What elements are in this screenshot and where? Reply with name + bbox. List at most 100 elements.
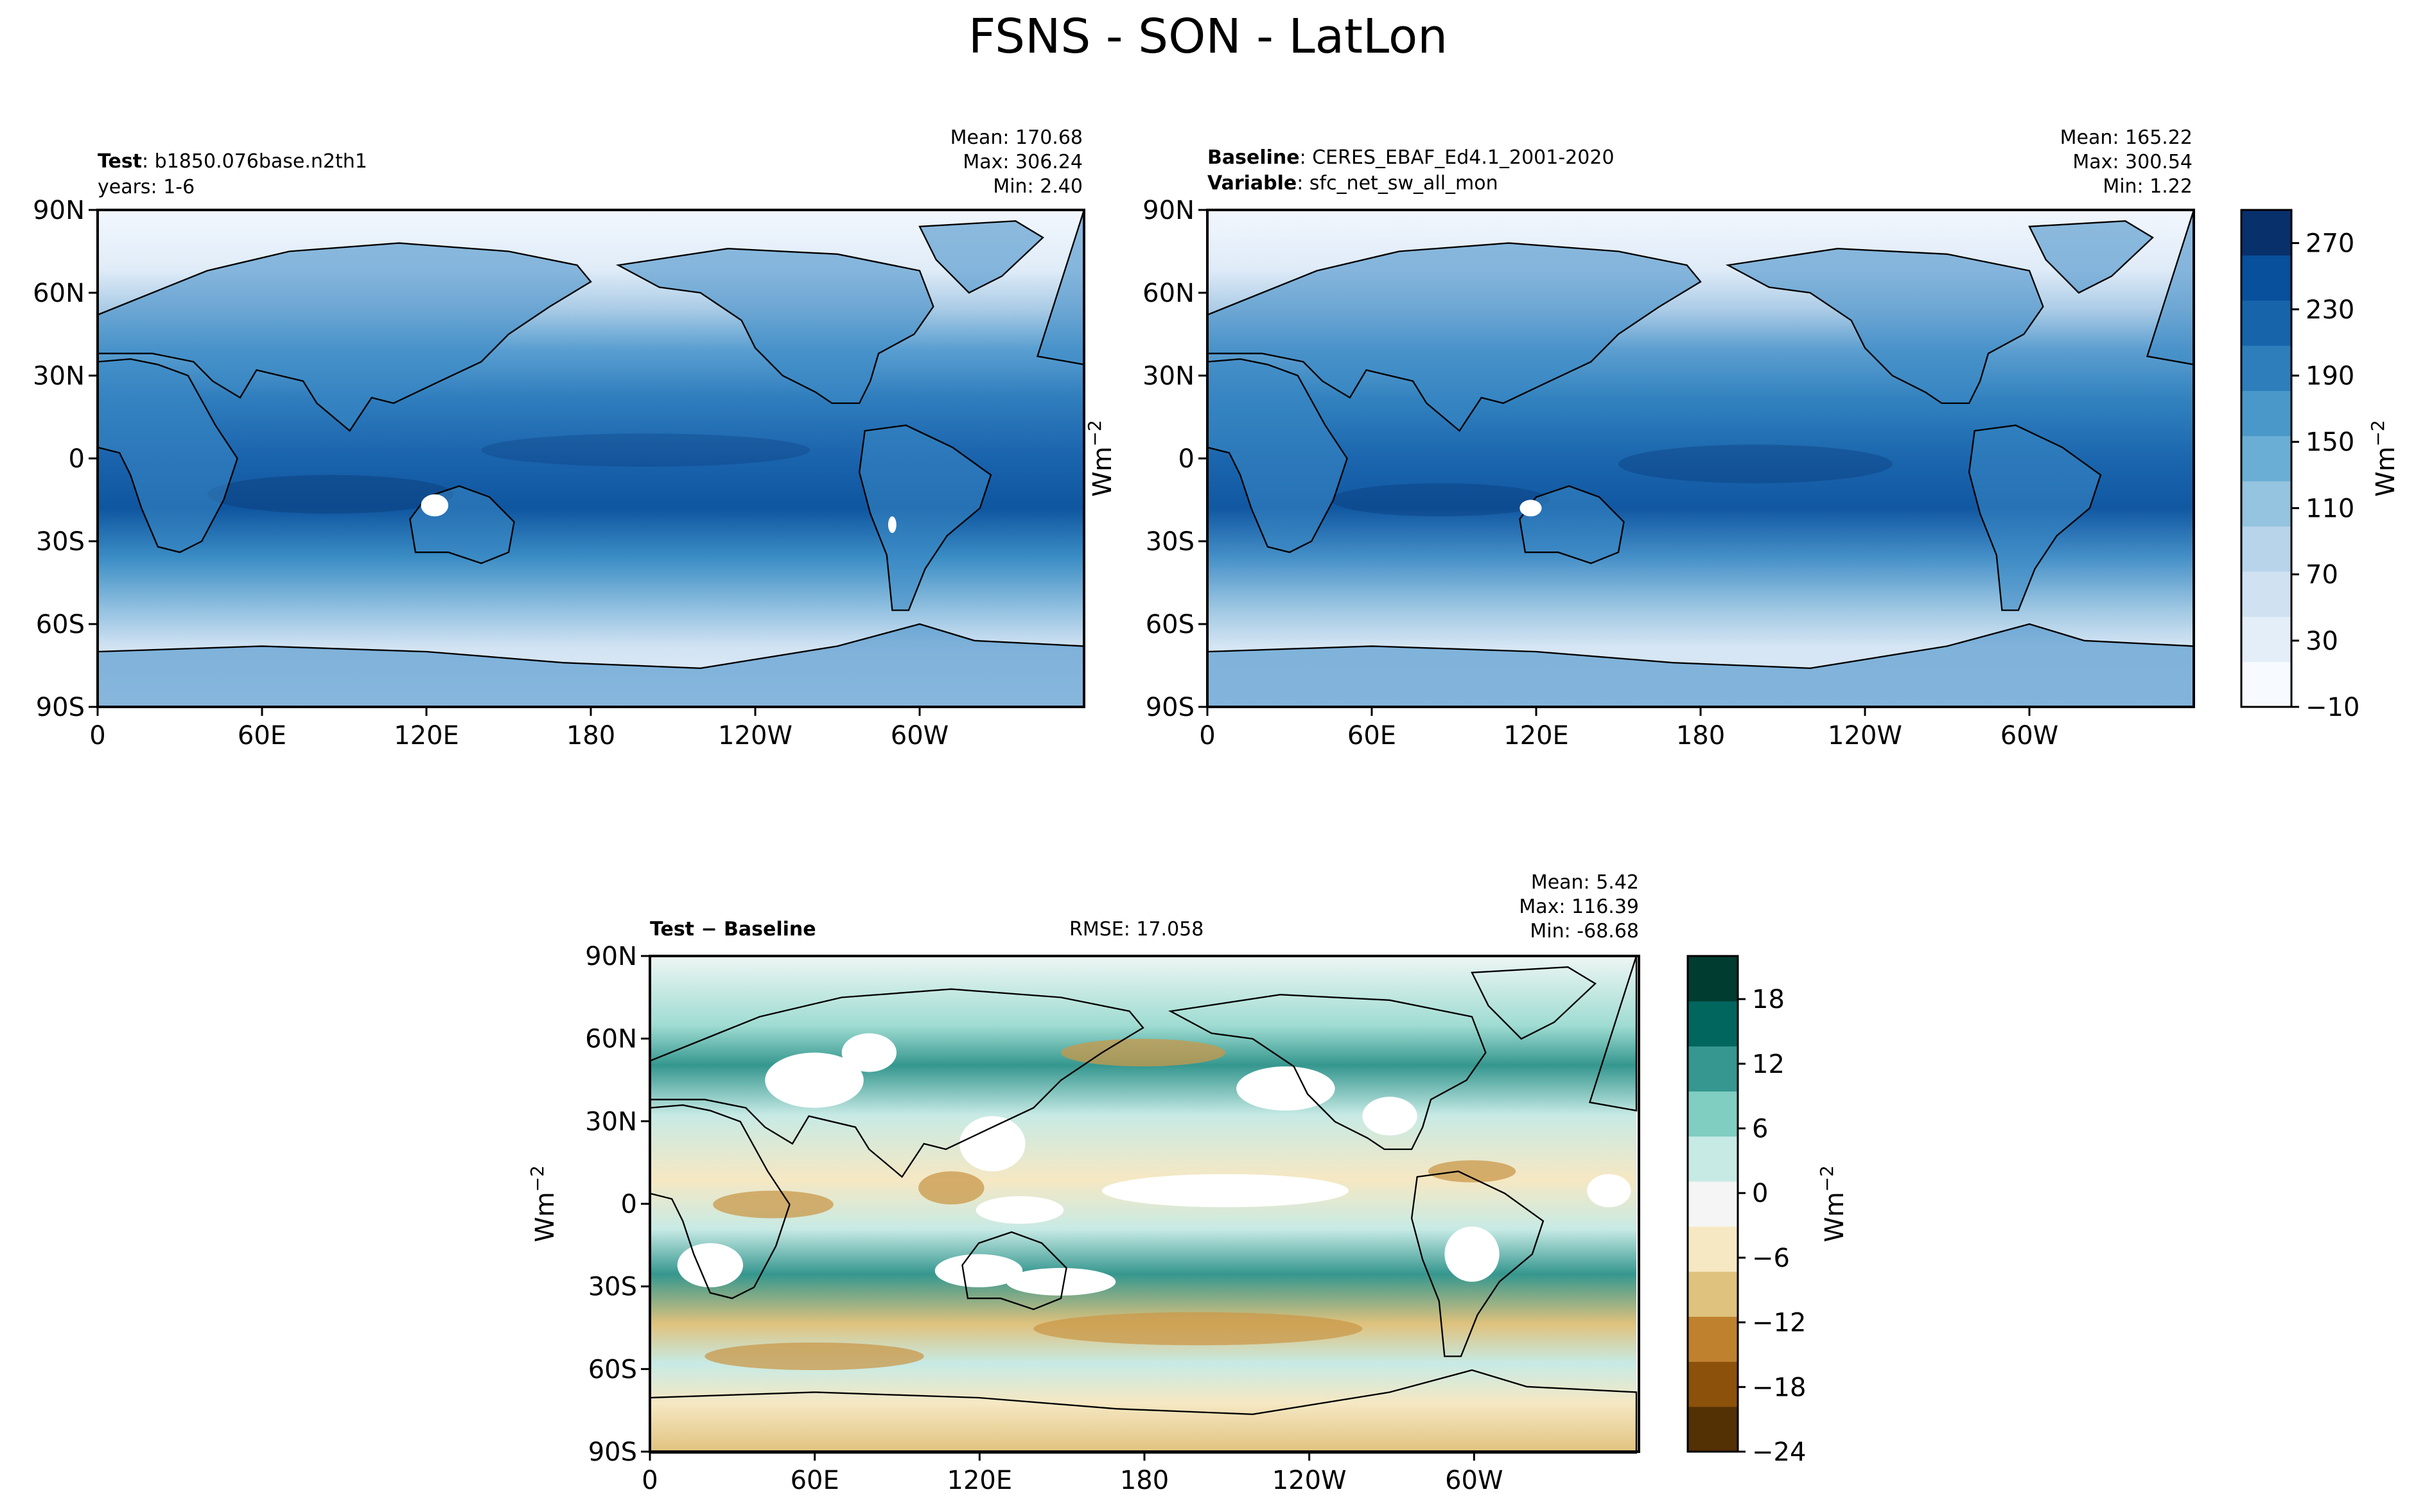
top-colorbar-segment [2241, 435, 2291, 482]
top-colorbar-tick-label: 110 [2306, 494, 2354, 523]
baseline-min: Min: 1.22 [2103, 175, 2193, 198]
top-colorbar-segment [2241, 481, 2291, 527]
diff-lon-tick-label: 0 [642, 1466, 658, 1495]
top-colorbar-segment [2241, 661, 2291, 708]
top-colorbar-tick-label: 230 [2306, 295, 2354, 325]
top-colorbar-tick-label: 270 [2306, 229, 2354, 259]
test-lat-tick-label: 0 [69, 444, 85, 474]
diff-min: Min: -68.68 [1530, 920, 1639, 943]
diff-stats: Mean: 5.42 Max: 116.39 Min: -68.68 [1519, 871, 1639, 944]
diff-colorbar-segment [1688, 1316, 1738, 1362]
test-label: : b1850.076base.n2th1 [142, 150, 367, 173]
baseline-lon-tick-label: 120W [1828, 721, 1902, 751]
top-colorbar-tick-label: 70 [2306, 560, 2338, 590]
baseline-lat-tick-label: 90S [1146, 693, 1195, 722]
top-colorbar-segment [2241, 616, 2291, 663]
baseline-mean: Mean: 165.22 [2060, 126, 2193, 149]
diff-lat-tick-label: 60S [588, 1355, 637, 1384]
diff-colorbar-segment [1688, 956, 1738, 1002]
diff-lat-tick-label: 30N [585, 1107, 637, 1136]
test-lat-tick-label: 60N [33, 279, 85, 308]
baseline-lat-tick-label: 30N [1142, 361, 1195, 391]
diff-colorbar-segment [1688, 1181, 1738, 1227]
test-panel [98, 210, 1084, 707]
diff-lon-tick-label: 60E [791, 1466, 839, 1495]
test-years: years: 1-6 [98, 176, 195, 198]
diff-rmse: RMSE: 17.058 [1069, 918, 1204, 941]
baseline-label: : CERES_EBAF_Ed4.1_2001-2020 [1299, 146, 1615, 169]
diff-header: Test − Baseline [650, 917, 816, 943]
diff-colorbar-tick-label: 0 [1752, 1179, 1768, 1208]
top-colorbar-tick-label: 190 [2306, 361, 2354, 391]
test-lat-tick-label: 30S [36, 527, 85, 557]
baseline-lon-tick-label: 60E [1347, 721, 1396, 751]
diff-lon-tick-label: 60W [1445, 1466, 1503, 1495]
test-max: Max: 306.24 [963, 151, 1083, 173]
top-colorbar-tick-label: 30 [2306, 627, 2338, 656]
diff-colorbar-segment [1688, 1136, 1738, 1182]
top-colorbar-segment [2241, 255, 2291, 301]
diff-colorbar-tick-label: −6 [1752, 1244, 1790, 1273]
baseline-max: Max: 300.54 [2072, 151, 2193, 173]
diff-colorbar-segment [1688, 1361, 1738, 1407]
top-colorbar-segment [2241, 210, 2291, 256]
baseline-lon-tick-label: 0 [1199, 721, 1215, 751]
test-units-label: Wm−2 [1084, 420, 1117, 497]
diff-colorbar-segment [1688, 1406, 1738, 1452]
top-colorbar-segment [2241, 300, 2291, 346]
diff-lon-tick-label: 180 [1120, 1466, 1169, 1495]
test-lon-tick-label: 120W [718, 721, 792, 751]
diff-colorbar-tick-label: 12 [1752, 1050, 1785, 1079]
diff-colorbar-tick-label: −18 [1752, 1373, 1806, 1402]
top-colorbar-tick-label: 150 [2306, 428, 2354, 457]
test-lon-tick-label: 60W [891, 721, 949, 751]
top-colorbar-segment [2241, 526, 2291, 572]
diff-lon-tick-label: 120W [1272, 1466, 1347, 1495]
test-lon-tick-label: 60E [238, 721, 286, 751]
baseline-lon-tick-label: 120E [1503, 721, 1569, 751]
test-label-bold: Test [98, 150, 143, 173]
baseline-panel [1207, 210, 2194, 707]
baseline-stats: Mean: 165.22 Max: 300.54 Min: 1.22 [2060, 126, 2193, 199]
diff-lon-tick-label: 120E [947, 1466, 1013, 1495]
diff-max: Max: 116.39 [1519, 896, 1639, 918]
test-lon-tick-label: 180 [566, 721, 615, 751]
variable-label-bold: Variable [1207, 172, 1297, 195]
baseline-header: Baseline: CERES_EBAF_Ed4.1_2001-2020 Var… [1207, 145, 1615, 196]
diff-lat-tick-label: 0 [621, 1190, 637, 1219]
baseline-lat-tick-label: 60N [1142, 279, 1195, 308]
test-lat-tick-label: 30N [33, 361, 85, 391]
diff-lat-tick-label: 30S [588, 1273, 637, 1302]
diff-colorbar-units-label: Wm−2 [1816, 1165, 1850, 1242]
diff-lat-tick-label: 60N [585, 1025, 637, 1054]
baseline-lat-tick-label: 0 [1178, 444, 1195, 474]
top-colorbar-segment [2241, 571, 2291, 617]
diff-mean: Mean: 5.42 [1530, 871, 1639, 894]
diff-colorbar-segment [1688, 1046, 1738, 1092]
variable-label: : sfc_net_sw_all_mon [1297, 172, 1498, 195]
diff-units-label: Wm−2 [527, 1165, 560, 1242]
diff-colorbar-segment [1688, 1001, 1738, 1047]
diff-lat-tick-label: 90N [585, 942, 637, 971]
baseline-lon-tick-label: 60W [2000, 721, 2058, 751]
test-lat-tick-label: 90S [36, 693, 85, 722]
figure-title: FSNS - SON - LatLon [968, 9, 1448, 64]
diff-label: Test − Baseline [650, 918, 816, 941]
baseline-lat-tick-label: 90N [1142, 196, 1195, 225]
baseline-lat-tick-label: 30S [1146, 527, 1195, 557]
top-colorbar-tick-label: −10 [2306, 693, 2359, 722]
test-lat-tick-label: 60S [36, 610, 85, 639]
test-lat-tick-label: 90N [33, 196, 85, 225]
test-mean: Mean: 170.68 [950, 126, 1083, 149]
diff-colorbar-tick-label: −24 [1752, 1438, 1806, 1467]
test-header: Test: b1850.076base.n2th1 years: 1-6 [98, 149, 367, 200]
test-stats: Mean: 170.68 Max: 306.24 Min: 2.40 [950, 126, 1083, 199]
diff-colorbar-segment [1688, 1226, 1738, 1272]
diff-lat-tick-label: 90S [588, 1438, 637, 1467]
colorbars: 270 230 190 150 110 70 30 −10 18 12 6 0 −6 −12 −18 −24 [1686, 209, 2359, 1467]
test-lon-tick-label: 120E [394, 721, 459, 751]
test-lon-tick-label: 0 [89, 721, 105, 751]
test-min: Min: 2.40 [993, 175, 1083, 198]
